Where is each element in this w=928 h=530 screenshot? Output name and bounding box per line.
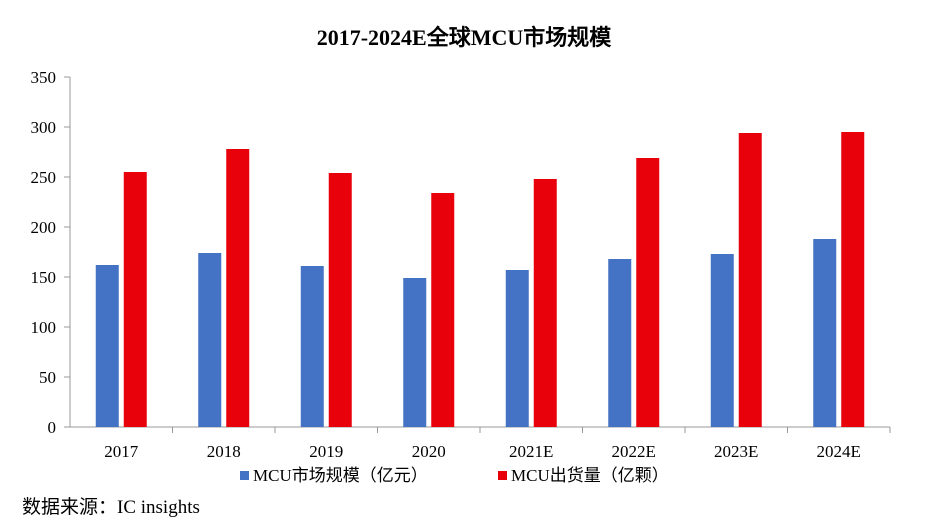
x-tick-label: 2022E — [612, 442, 656, 461]
x-axis-labels: 2017 2018 2019 2020 2021E 2022E 2023E 2024E — [104, 427, 891, 461]
x-tick-label: 2021E — [509, 442, 553, 461]
bar-shipments — [738, 133, 762, 427]
y-tick-label: 300 — [31, 118, 57, 137]
chart-title: 2017-2024E全球MCU市场规模 — [316, 25, 612, 50]
y-tick-label: 50 — [39, 368, 56, 387]
y-axis-ticks: 0 50 100 150 200 250 300 350 — [31, 68, 70, 437]
x-tick-label: 2019 — [309, 442, 343, 461]
y-tick-label: 150 — [31, 268, 57, 287]
bar-market-size — [813, 239, 837, 427]
bar-market-size — [95, 265, 119, 427]
bar-market-size — [300, 266, 324, 427]
x-tick-label: 2017 — [104, 442, 139, 461]
y-tick-label: 0 — [48, 418, 57, 437]
legend-swatch — [498, 471, 507, 480]
chart-legend: MCU市场规模（亿元） MCU出货量（亿颗） — [240, 466, 669, 485]
legend-item-shipments: MCU出货量（亿颗） — [511, 466, 669, 485]
bar-market-size — [198, 253, 222, 427]
bar-group — [95, 132, 865, 427]
bar-shipments — [533, 179, 557, 427]
bar-shipments — [123, 172, 147, 427]
bar-market-size — [608, 259, 632, 427]
bar-market-size — [710, 254, 734, 427]
bar-market-size — [403, 278, 427, 427]
y-tick-label: 200 — [31, 218, 57, 237]
bar-shipments — [431, 193, 455, 427]
source-note: 数据来源：IC insights — [22, 497, 200, 518]
bar-shipments — [328, 173, 352, 427]
bar-shipments — [636, 158, 660, 427]
y-tick-label: 350 — [31, 68, 57, 87]
legend-swatch — [240, 471, 249, 480]
x-tick-label: 2020 — [412, 442, 446, 461]
bar-shipments — [226, 149, 250, 427]
x-tick-label: 2018 — [207, 442, 241, 461]
x-tick-label: 2023E — [714, 442, 758, 461]
bar-shipments — [841, 132, 865, 427]
y-tick-label: 250 — [31, 168, 57, 187]
x-tick-label: 2024E — [817, 442, 861, 461]
chart-axes — [69, 77, 890, 428]
legend-item-market-size: MCU市场规模（亿元） — [253, 466, 428, 485]
y-tick-label: 100 — [31, 318, 57, 337]
bar-market-size — [505, 270, 529, 427]
